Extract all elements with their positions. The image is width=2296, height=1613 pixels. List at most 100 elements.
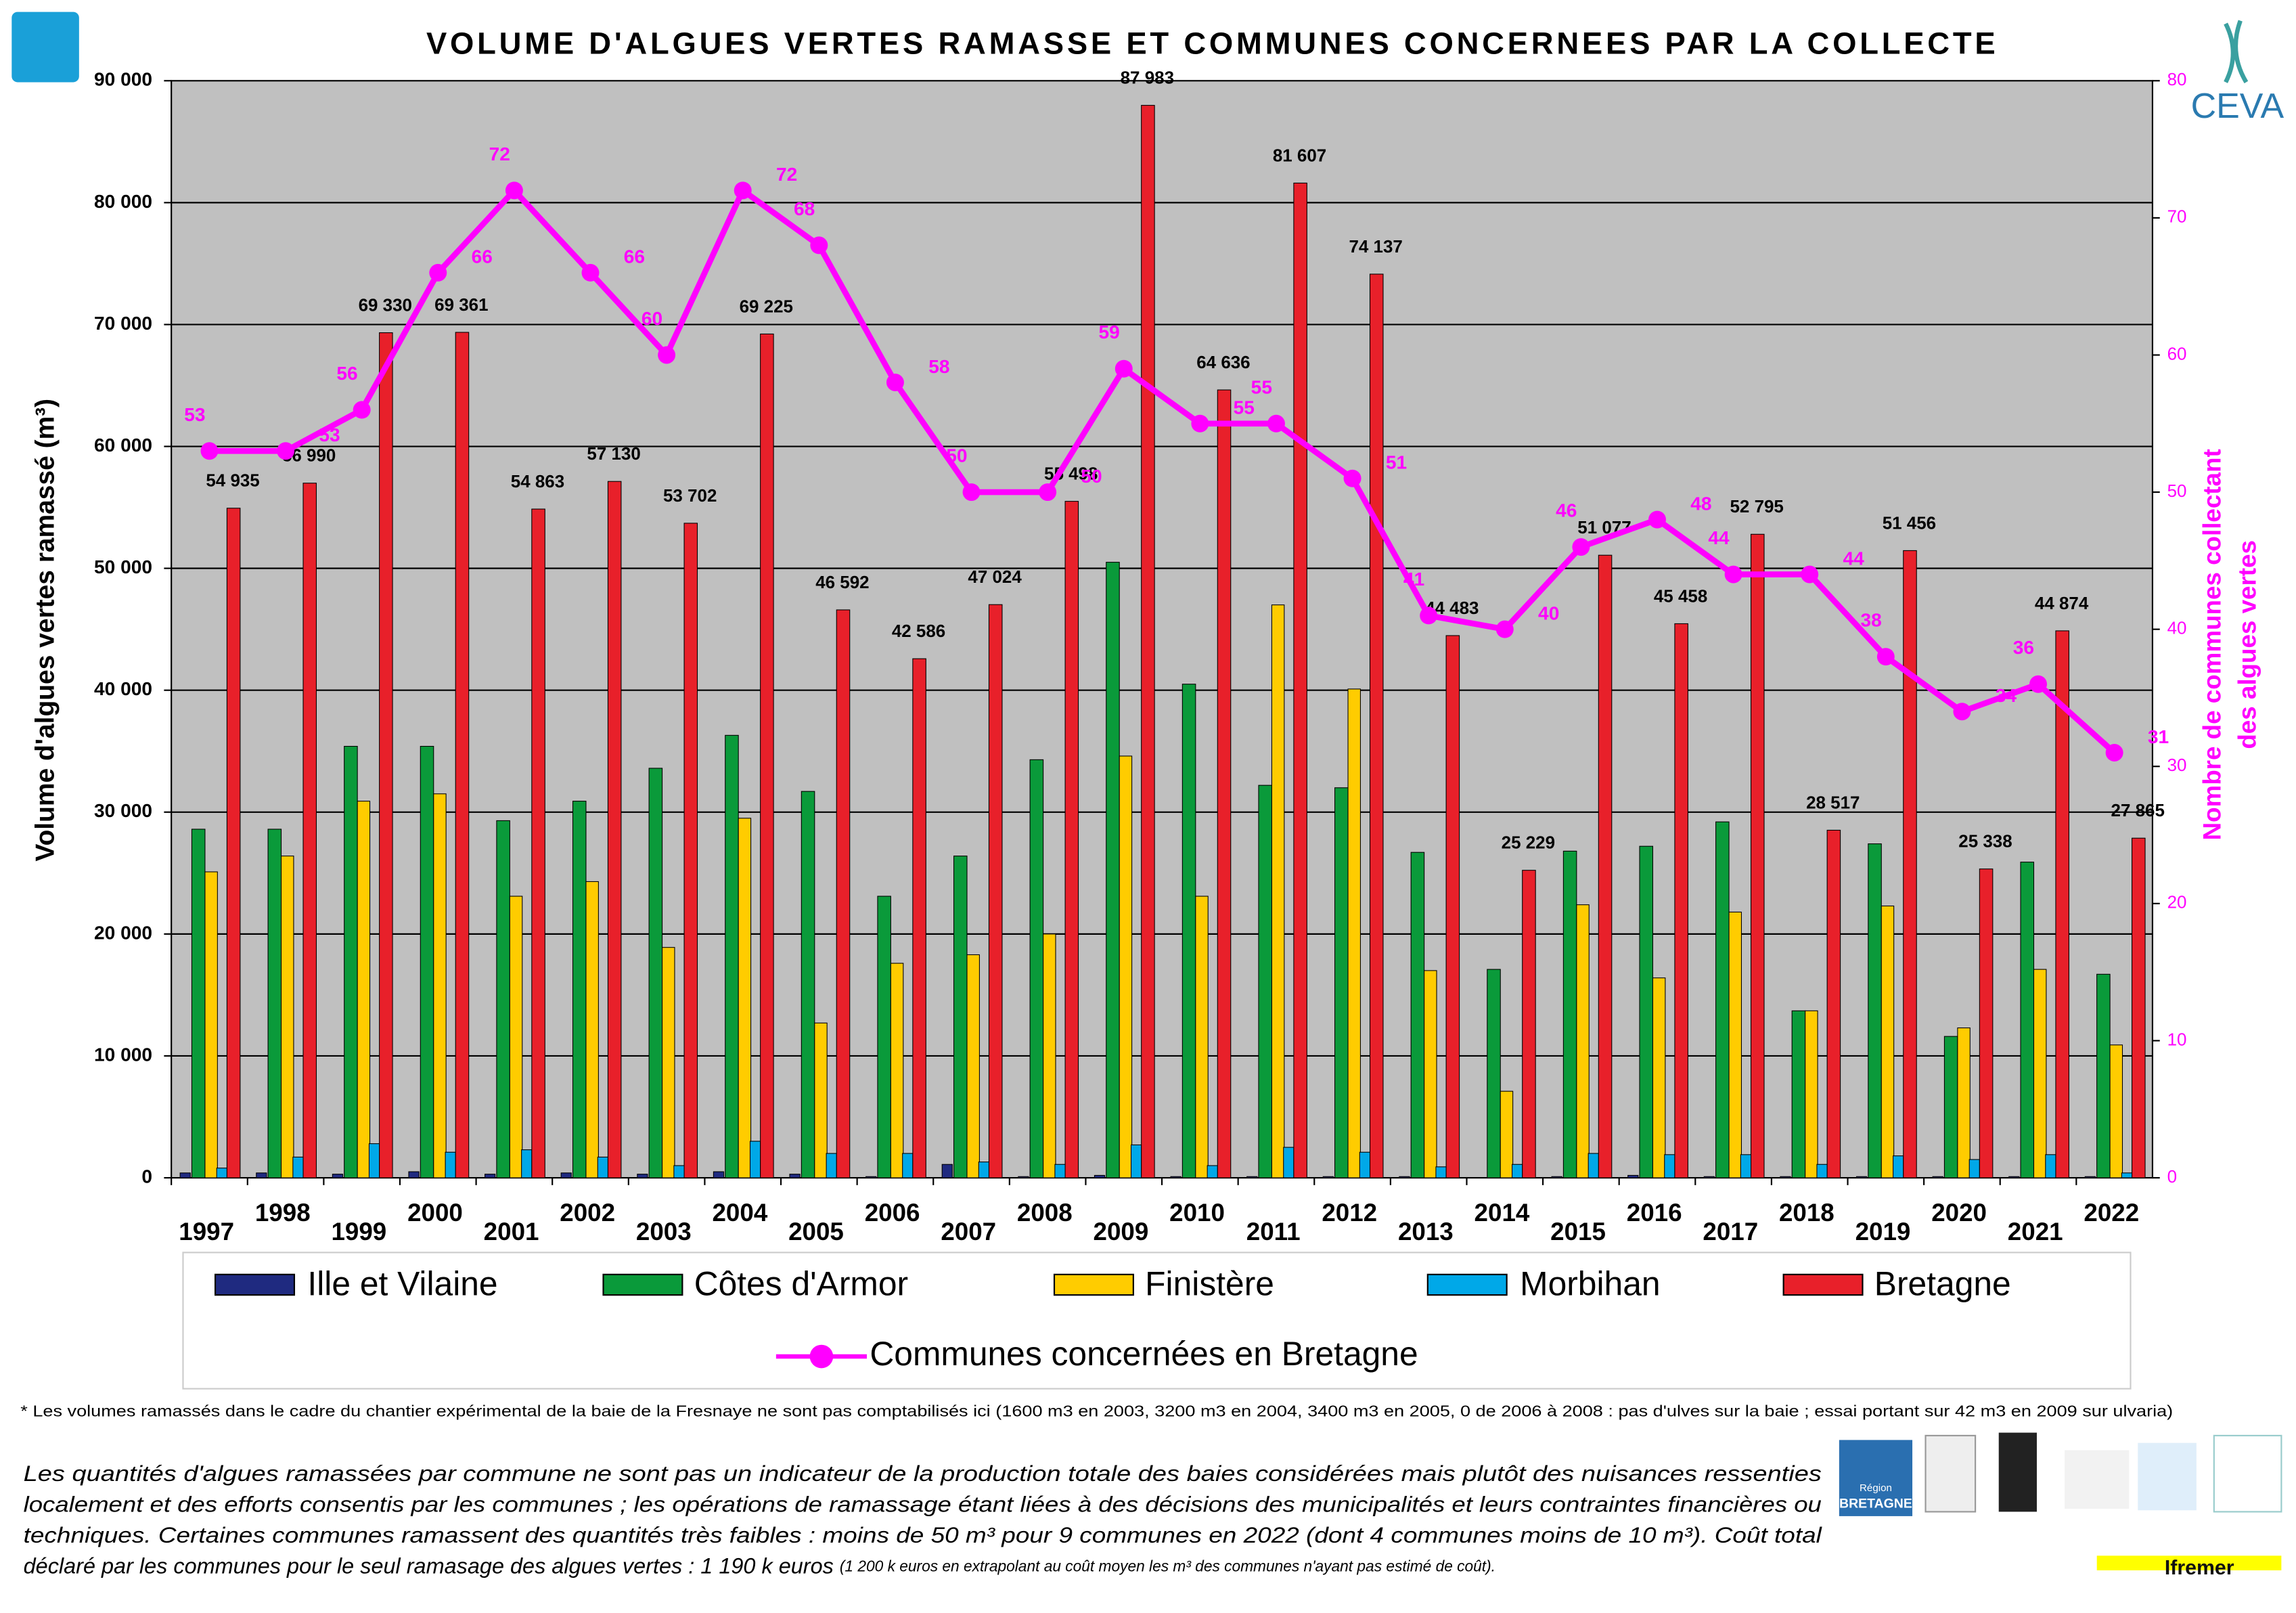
bar — [865, 1176, 877, 1178]
bar — [1283, 1147, 1295, 1178]
bar — [1968, 1159, 1980, 1178]
bar — [1639, 845, 1654, 1178]
bar — [332, 1174, 344, 1178]
y2-axis-label: des algues vertes — [2233, 540, 2261, 749]
y2-tick-label: 60 — [2167, 343, 2187, 363]
line-value-label: 40 — [1538, 602, 1559, 623]
bar — [1551, 1176, 1562, 1178]
x-tick-label: 2003 — [636, 1218, 692, 1245]
paragraph-line: déclaré par les communes pour le seul ra… — [24, 1553, 1495, 1578]
y-axis-label: Volume d'algues vertes ramassé (m³) — [31, 399, 60, 862]
bar — [902, 1153, 914, 1178]
line-value-label: 50 — [1081, 466, 1102, 487]
bar-value-label: 46 592 — [815, 572, 869, 592]
y-tick-label: 70 000 — [94, 313, 152, 334]
bar — [826, 1153, 837, 1178]
bar — [941, 1164, 953, 1178]
logo-region-text: Région — [1860, 1482, 1892, 1494]
bar — [1207, 1165, 1218, 1178]
bar — [1043, 933, 1056, 1178]
legend-label: Ille et Vilaine — [307, 1264, 497, 1302]
bar — [2132, 837, 2146, 1178]
bar — [1119, 755, 1133, 1178]
bar — [2033, 969, 2047, 1178]
bar — [683, 523, 698, 1178]
bar — [379, 332, 393, 1178]
bar — [1029, 759, 1044, 1178]
bar — [1868, 843, 1882, 1178]
bar — [179, 1172, 191, 1178]
logo-agence-2 — [2213, 1434, 2282, 1513]
bar — [344, 746, 358, 1178]
bar-value-label: 47 024 — [968, 567, 1022, 587]
line — [209, 185, 2117, 755]
logo-ceva: CEVA — [2191, 87, 2284, 126]
bar — [1271, 604, 1285, 1178]
y-tick-label: 60 000 — [94, 435, 152, 456]
legend-label: Bretagne — [1874, 1264, 2011, 1302]
bar — [978, 1162, 990, 1178]
logo-ceva-mark — [2224, 20, 2249, 84]
bar — [953, 856, 968, 1178]
bar — [509, 896, 523, 1178]
legend-swatch — [1053, 1273, 1134, 1296]
bar — [1598, 554, 1613, 1178]
bar — [1816, 1164, 1828, 1178]
y2-tick-label: 0 — [2167, 1166, 2177, 1187]
bar — [1903, 550, 1917, 1178]
y2-tick-label: 50 — [2167, 481, 2187, 501]
bar — [1750, 533, 1765, 1178]
line-value-label: 50 — [946, 445, 967, 466]
y2-tick-label: 40 — [2167, 618, 2187, 638]
line-value-label: 36 — [2013, 637, 2034, 658]
bar — [445, 1151, 456, 1178]
bar — [1703, 1176, 1715, 1178]
y-tick-label: 10 000 — [94, 1044, 152, 1065]
x-tick-label: 2017 — [1703, 1218, 1758, 1245]
bar — [1246, 1176, 1258, 1178]
logo-cg56 — [2138, 1442, 2197, 1511]
line-point — [886, 374, 904, 391]
y2-tick-label: 70 — [2167, 206, 2187, 227]
x-tick-label: 2005 — [788, 1218, 844, 1245]
line-point — [1191, 414, 1209, 433]
bar — [2121, 1172, 2133, 1178]
logo-cg29 — [1998, 1432, 2037, 1512]
bar — [814, 1022, 828, 1178]
x-tick-label: 2006 — [865, 1199, 920, 1227]
bar-value-label: 69 330 — [359, 294, 412, 315]
bar — [1664, 1154, 1675, 1178]
bar — [420, 746, 434, 1178]
bar — [1130, 1144, 1142, 1178]
bar — [1054, 1164, 1066, 1178]
legend-swatch — [215, 1273, 296, 1296]
x-tick-label: 2010 — [1169, 1199, 1225, 1227]
paragraph-line: Les quantités d'algues ramassées par com… — [24, 1461, 1822, 1486]
chart-title: VOLUME D'ALGUES VERTES RAMASSE ET COMMUN… — [426, 26, 1999, 60]
bar — [966, 954, 980, 1178]
line-point — [1648, 510, 1666, 529]
bar — [1780, 1176, 1791, 1178]
logo-agence — [12, 12, 79, 83]
legend-swatch — [1426, 1273, 1508, 1296]
bar — [216, 1168, 227, 1178]
line-point — [429, 263, 447, 282]
bar — [2020, 862, 2035, 1178]
bar — [1487, 969, 1501, 1178]
y2-axis-label: Nombre de communes collectant — [2199, 449, 2226, 840]
line-value-label: 56 — [336, 363, 357, 384]
bar — [1170, 1176, 1181, 1178]
bar — [1181, 684, 1196, 1178]
bar — [749, 1141, 761, 1178]
paragraph-line: localement et des efforts consentis par … — [24, 1492, 1822, 1516]
bar — [1715, 821, 1730, 1178]
bar — [267, 828, 282, 1178]
line-value-label: 53 — [319, 424, 340, 445]
line-value-label: 38 — [1861, 610, 1882, 631]
x-tick-label: 1998 — [255, 1199, 311, 1227]
line-value-label: 46 — [1556, 500, 1577, 521]
bar — [281, 856, 294, 1178]
line-point — [353, 401, 371, 419]
line-point — [1420, 606, 1438, 625]
legend-label: Finistère — [1145, 1264, 1274, 1302]
